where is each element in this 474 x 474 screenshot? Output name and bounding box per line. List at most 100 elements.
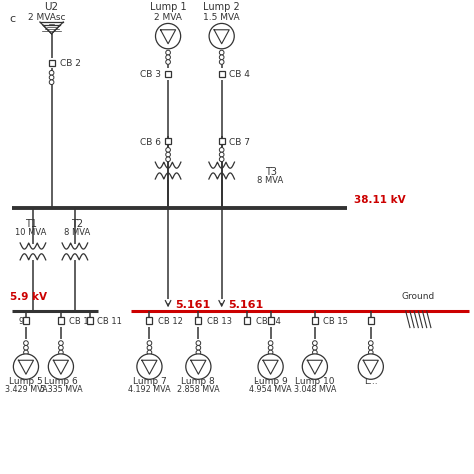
Text: 3.429 MVA: 3.429 MVA [5, 385, 47, 394]
Bar [165, 71, 171, 77]
Bar [23, 318, 29, 324]
Circle shape [147, 346, 152, 350]
Circle shape [166, 157, 171, 162]
Circle shape [147, 341, 152, 346]
Text: 2 MVA: 2 MVA [154, 13, 182, 22]
Circle shape [166, 152, 171, 157]
Text: CB 2: CB 2 [60, 59, 81, 68]
Circle shape [312, 350, 317, 355]
Bar [219, 71, 225, 77]
Text: CB 13: CB 13 [207, 317, 232, 326]
Circle shape [219, 55, 224, 60]
Text: CB 6: CB 6 [140, 138, 161, 147]
Text: Lump 7: Lump 7 [133, 377, 166, 386]
Circle shape [196, 350, 201, 355]
Circle shape [137, 354, 162, 379]
Circle shape [302, 354, 328, 379]
Circle shape [49, 71, 54, 75]
Circle shape [186, 354, 211, 379]
Text: Lump 9: Lump 9 [254, 377, 287, 386]
Text: c: c [9, 14, 16, 24]
Text: Lump 1: Lump 1 [150, 2, 186, 12]
Circle shape [358, 354, 383, 379]
Text: 9: 9 [18, 317, 24, 326]
Text: CB 3: CB 3 [140, 70, 161, 79]
Text: Lump 5: Lump 5 [9, 377, 43, 386]
Bar [267, 318, 273, 324]
Circle shape [219, 157, 224, 162]
Text: 1.5 MVA: 1.5 MVA [203, 13, 240, 22]
Text: Lump 6: Lump 6 [44, 377, 78, 386]
Circle shape [368, 350, 373, 355]
Circle shape [219, 152, 224, 157]
Text: Lump 10: Lump 10 [295, 377, 335, 386]
Circle shape [219, 50, 224, 55]
Text: L...: L... [364, 377, 378, 386]
Text: 3.048 MVA: 3.048 MVA [294, 385, 336, 394]
Text: CB 15: CB 15 [323, 317, 348, 326]
Text: 5.161: 5.161 [228, 301, 264, 310]
Bar [195, 318, 201, 324]
Circle shape [312, 346, 317, 350]
Text: 5.161: 5.161 [175, 301, 210, 310]
Text: 4.192 MVA: 4.192 MVA [128, 385, 171, 394]
Bar [219, 138, 225, 145]
Circle shape [166, 50, 171, 55]
Circle shape [368, 346, 373, 350]
Text: CB 11: CB 11 [97, 317, 122, 326]
Text: -: - [255, 376, 258, 386]
Circle shape [155, 23, 181, 49]
Text: CB 7: CB 7 [228, 138, 250, 147]
Text: 5.335 MVA: 5.335 MVA [40, 385, 82, 394]
Circle shape [24, 346, 28, 350]
Bar [146, 318, 153, 324]
Circle shape [59, 346, 63, 350]
Text: 8 MVA: 8 MVA [64, 228, 91, 237]
Text: Lump 8: Lump 8 [182, 377, 215, 386]
Text: CB 4: CB 4 [228, 70, 249, 79]
Circle shape [59, 350, 63, 355]
Circle shape [147, 350, 152, 355]
Circle shape [209, 23, 234, 49]
Text: CB 14: CB 14 [255, 317, 281, 326]
Bar [368, 318, 374, 324]
Text: 10 MVA: 10 MVA [15, 228, 46, 237]
Circle shape [268, 346, 273, 350]
Circle shape [196, 341, 201, 346]
Text: 38.11 kV: 38.11 kV [355, 195, 406, 205]
Bar [165, 138, 171, 145]
Circle shape [312, 341, 317, 346]
Circle shape [368, 341, 373, 346]
Text: 5.9 kV: 5.9 kV [9, 292, 46, 302]
Circle shape [268, 350, 273, 355]
Text: T2: T2 [71, 219, 83, 228]
Text: T1: T1 [25, 219, 36, 228]
Bar [312, 318, 318, 324]
Text: T3: T3 [264, 167, 277, 177]
Text: 2.858 MVA: 2.858 MVA [177, 385, 219, 394]
Circle shape [196, 346, 201, 350]
Circle shape [219, 60, 224, 64]
Bar [87, 318, 93, 324]
Circle shape [166, 60, 171, 64]
Text: Lump 2: Lump 2 [203, 2, 240, 12]
Text: Ground: Ground [401, 292, 434, 301]
Circle shape [59, 341, 63, 346]
Circle shape [13, 354, 38, 379]
Text: 2 MVAsc: 2 MVAsc [28, 13, 66, 22]
Circle shape [258, 354, 283, 379]
Circle shape [49, 80, 54, 84]
Text: 4.954 MVA: 4.954 MVA [249, 385, 292, 394]
Circle shape [166, 147, 171, 152]
Circle shape [219, 147, 224, 152]
Bar [244, 318, 250, 324]
Text: CB 10: CB 10 [69, 317, 94, 326]
Circle shape [166, 55, 171, 60]
Text: U2: U2 [45, 2, 59, 12]
Circle shape [24, 350, 28, 355]
Circle shape [49, 75, 54, 80]
Bar [58, 318, 64, 324]
Bar [48, 60, 55, 66]
Circle shape [48, 354, 73, 379]
Circle shape [268, 341, 273, 346]
